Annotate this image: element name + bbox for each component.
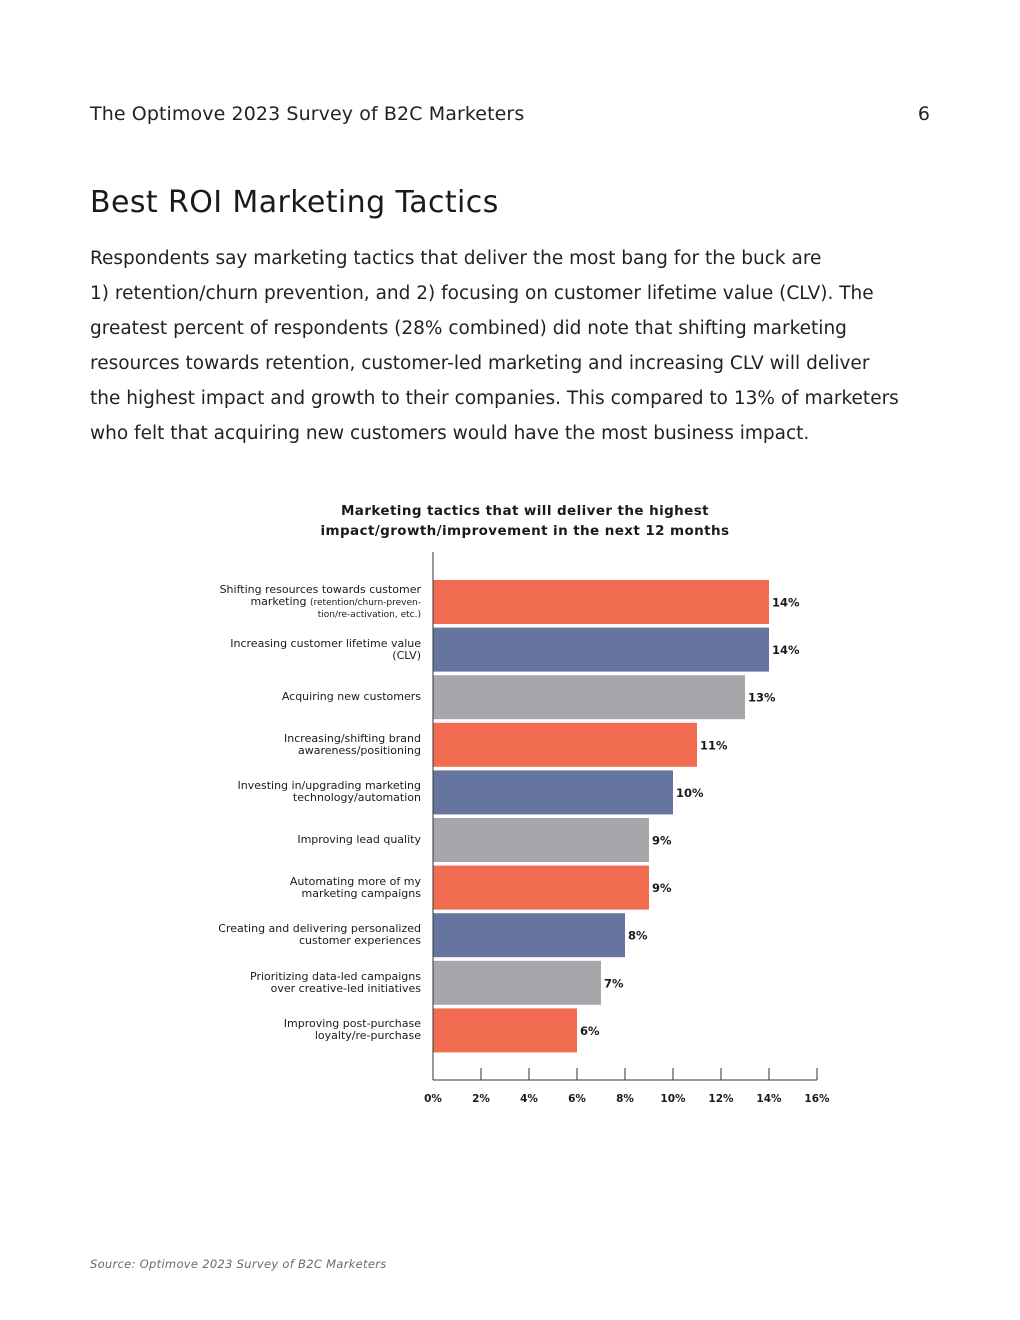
data-label: 9% — [652, 881, 672, 895]
bar-6 — [433, 818, 649, 862]
x-tick-label: 12% — [708, 1093, 734, 1105]
category-label-line: Improving post-purchase — [283, 1017, 421, 1031]
category-label-note: (retention/churn-preven- — [309, 598, 421, 608]
bar-10 — [433, 1008, 577, 1053]
category-label: Increasing customer lifetime value (CLV) — [230, 636, 421, 662]
category-label-line: customer experiences — [299, 934, 421, 948]
data-label: 10% — [676, 786, 704, 800]
data-label: 9% — [652, 834, 672, 848]
category-label-line: awareness/positioning — [297, 743, 421, 757]
category-label: Improving lead quality — [297, 834, 421, 846]
category-label: Increasing/shifting brand awareness/posit… — [284, 731, 421, 757]
intro-line: greatest percent of respondents (28% com… — [90, 318, 847, 339]
category-label-line: over creative-led initiatives — [270, 981, 421, 995]
intro-line: Respondents say marketing tactics that d… — [90, 248, 822, 269]
data-label: 7% — [604, 976, 624, 990]
header-title: The Optimove 2023 Survey of B2C Marketer… — [90, 103, 525, 125]
bar-8 — [433, 913, 625, 958]
x-tick-label: 6% — [568, 1093, 586, 1105]
category-label-line: Increasing/shifting brand — [284, 731, 421, 745]
data-label: 8% — [628, 929, 648, 943]
bar-7 — [433, 865, 649, 910]
category-label: Investing in/upgrading marketing technolo… — [237, 780, 421, 804]
chart-title-line-2: impact/growth/improvement in the next 12… — [320, 523, 730, 539]
category-label: Prioritizing data-led campaigns over crea… — [250, 969, 421, 995]
x-tick-label: 0% — [424, 1093, 442, 1105]
category-label-line: Creating and delivering personalized — [218, 922, 421, 936]
x-tick-label: 16% — [804, 1093, 830, 1105]
category-label-line: Investing in/upgrading marketing — [237, 779, 421, 793]
chart-title-line-1: Marketing tactics that will deliver the … — [340, 503, 710, 519]
category-label: Improving post-purchase loyalty/re-purcha… — [284, 1018, 421, 1042]
category-label: Creating and delivering personalized cust… — [218, 923, 421, 947]
category-label-line: Increasing customer lifetime value — [230, 636, 421, 650]
page-number: 6 — [917, 103, 930, 125]
category-label-line: marketing (retention/churn-preven- — [250, 595, 421, 609]
category-label-line: marketing campaigns — [301, 886, 421, 900]
x-tick-label: 14% — [756, 1093, 782, 1105]
bar-9 — [433, 960, 601, 1005]
category-label-line: Prioritizing data-led campaigns — [250, 969, 421, 983]
data-label: 6% — [580, 1024, 600, 1038]
x-tick-label: 2% — [472, 1093, 490, 1105]
intro-paragraph: Respondents say marketing tactics that d… — [90, 241, 910, 451]
category-label-line: (CLV) — [392, 648, 421, 662]
intro-line: the highest impact and growth to their c… — [90, 388, 899, 409]
category-label-line: Improving lead quality — [297, 833, 421, 846]
bar-5 — [433, 770, 673, 815]
category-label: Acquiring new customers — [282, 691, 421, 703]
category-label: Automating more of my marketing campaigns — [289, 874, 421, 900]
bar-3 — [433, 675, 745, 720]
bar-1 — [433, 580, 769, 624]
category-label-line: Automating more of my — [289, 874, 421, 888]
data-label: 14% — [772, 596, 800, 610]
bar-2 — [433, 627, 769, 672]
source-note: Source: Optimove 2023 Survey of B2C Mark… — [90, 1257, 387, 1271]
category-label-line: technology/automation — [292, 791, 421, 805]
data-label: 11% — [700, 738, 728, 752]
intro-line: 1) retention/churn prevention, and 2) fo… — [90, 283, 874, 304]
category-label-line: Acquiring new customers — [281, 690, 421, 704]
x-tick-label: 8% — [616, 1093, 634, 1105]
bar-4 — [433, 722, 697, 767]
x-tick-label: 10% — [660, 1093, 686, 1105]
x-tick-label: 4% — [520, 1093, 538, 1105]
data-label: 14% — [772, 643, 800, 657]
data-label: 13% — [748, 691, 776, 705]
category-label-line: tion/re-activation, etc.) — [317, 610, 421, 620]
intro-line: resources towards retention, customer-le… — [90, 353, 870, 374]
category-label-line: loyalty/re-purchase — [314, 1029, 421, 1043]
intro-line: who felt that acquiring new customers wo… — [90, 423, 810, 444]
category-label: Shifting resources towards customer marke… — [220, 584, 421, 621]
section-heading: Best ROI Marketing Tactics — [90, 185, 499, 220]
category-label-line: Shifting resources towards customer — [219, 583, 421, 596]
